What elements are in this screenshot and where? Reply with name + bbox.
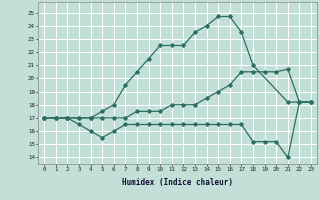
X-axis label: Humidex (Indice chaleur): Humidex (Indice chaleur) — [122, 178, 233, 187]
